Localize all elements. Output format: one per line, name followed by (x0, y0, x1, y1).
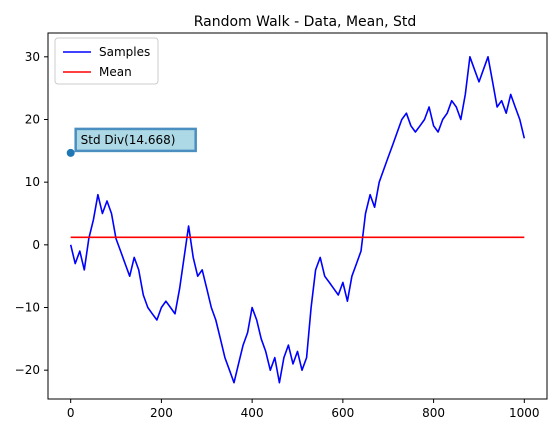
x-tick-label: 1000 (509, 406, 540, 420)
y-axis: −20 −10 0 10 20 30 (15, 50, 48, 377)
chart-title: Random Walk - Data, Mean, Std (194, 14, 417, 30)
x-axis: 0 200 400 600 800 1000 (67, 399, 540, 420)
y-tick-label: 30 (25, 50, 40, 64)
y-tick-label: 0 (32, 238, 40, 252)
x-tick-label: 800 (422, 406, 445, 420)
plot-area-frame (47, 32, 548, 400)
y-tick-label: 20 (25, 112, 40, 126)
std-annotation: Std Div(14.668) (66, 127, 197, 157)
legend: Samples Mean (54, 37, 159, 85)
series-line-samples (69, 55, 526, 384)
x-tick-label: 200 (150, 406, 173, 420)
std-annotation-text: Std Div(14.668) (81, 133, 176, 147)
std-point-marker (66, 148, 75, 157)
x-tick-label: 0 (67, 406, 75, 420)
legend-label-samples: Samples (99, 45, 150, 59)
x-tick-label: 600 (331, 406, 354, 420)
x-tick-label: 400 (241, 406, 264, 420)
y-tick-label: 10 (25, 175, 40, 189)
y-tick-label: −10 (15, 301, 40, 315)
legend-label-mean: Mean (99, 65, 132, 79)
series-layer (69, 55, 526, 384)
std-annotation-box (74, 127, 197, 153)
y-tick-label: −20 (15, 363, 40, 377)
